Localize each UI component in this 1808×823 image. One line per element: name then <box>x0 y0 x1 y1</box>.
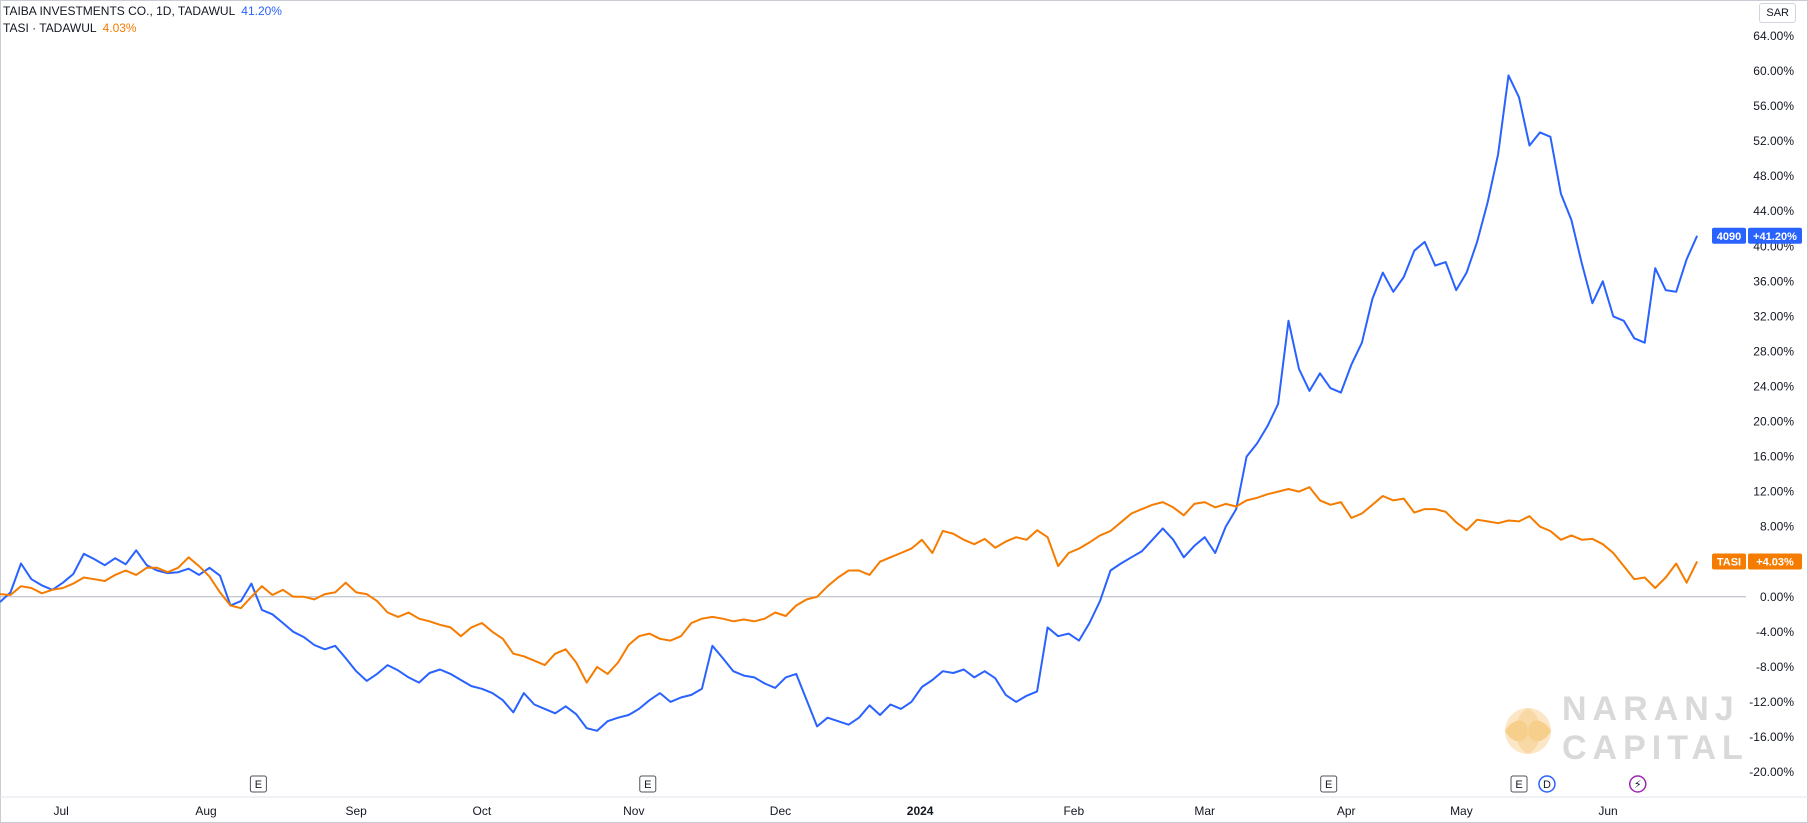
x-tick-label: Aug <box>195 804 216 818</box>
earnings-marker-icon[interactable]: E <box>1510 775 1528 793</box>
event-label: D <box>1543 779 1551 791</box>
y-tick-label: 60.00% <box>1753 64 1794 78</box>
y-tick-label: -8.00% <box>1756 660 1794 674</box>
earnings-marker-icon[interactable]: E <box>1320 775 1338 793</box>
legend-label-taiba: TAIBA INVESTMENTS CO., 1D, TADAWUL <box>3 4 236 18</box>
price-badges: 4090 +41.20% TASI +4.03% <box>1712 227 1802 570</box>
x-tick-label: Jul <box>53 804 68 818</box>
x-tick-label: 2024 <box>907 804 934 818</box>
event-label: E <box>1325 779 1332 791</box>
y-tick-label: 44.00% <box>1753 204 1794 218</box>
y-tick-label: 56.00% <box>1753 99 1794 113</box>
y-tick-label: 28.00% <box>1753 344 1794 358</box>
legend: TAIBA INVESTMENTS CO., 1D, TADAWUL 41.20%… <box>3 3 282 37</box>
y-tick-label: 8.00% <box>1760 520 1794 534</box>
legend-value-taiba: 41.20% <box>241 4 282 18</box>
event-label: E <box>255 779 262 791</box>
earnings-marker-icon[interactable]: E <box>249 775 267 793</box>
y-tick-label: 0.00% <box>1760 590 1794 604</box>
x-tick-label: Sep <box>346 804 368 818</box>
x-tick-label: Dec <box>770 804 791 818</box>
badge-tasi: TASI +4.03% <box>1712 553 1802 570</box>
badge-symbol: TASI <box>1717 556 1741 568</box>
x-tick-label: Mar <box>1194 804 1215 818</box>
y-tick-label: 20.00% <box>1753 415 1794 429</box>
split-marker-icon[interactable]: ⚡ <box>1628 775 1647 793</box>
watermark-logo-icon <box>1505 708 1551 754</box>
y-tick-label: 12.00% <box>1753 485 1794 499</box>
x-tick-label: Feb <box>1063 804 1084 818</box>
x-tick-label: Nov <box>623 804 644 818</box>
y-tick-label: 36.00% <box>1753 274 1794 288</box>
badge-symbol: 4090 <box>1717 231 1741 243</box>
y-tick-label: 16.00% <box>1753 450 1794 464</box>
y-tick-label: 48.00% <box>1753 169 1794 183</box>
watermark-line2: CAPITAL <box>1562 729 1749 767</box>
badge-value: +4.03% <box>1756 556 1794 568</box>
time-axis[interactable]: Jul Aug Sep Oct Nov Dec 2024 Feb Mar Apr May Jun <box>53 804 1617 818</box>
x-tick-label: Apr <box>1337 804 1356 818</box>
currency-button[interactable]: SAR <box>1759 3 1796 23</box>
event-label: E <box>644 779 651 791</box>
y-tick-label: -20.00% <box>1749 765 1794 779</box>
legend-row-taiba[interactable]: TAIBA INVESTMENTS CO., 1D, TADAWUL 41.20% <box>3 3 282 20</box>
series-line-tasi[interactable] <box>0 486 1698 684</box>
earnings-marker-icon[interactable]: E <box>639 775 657 793</box>
watermark-line1: NARANJ <box>1562 690 1740 728</box>
legend-label-tasi: TASI · TADAWUL <box>3 21 97 35</box>
series-line-taiba[interactable] <box>0 74 1699 732</box>
y-tick-label: 52.00% <box>1753 134 1794 148</box>
badge-value: +41.20% <box>1753 231 1797 243</box>
event-label: E <box>1515 779 1522 791</box>
price-axis[interactable]: 64.00%60.00%56.00%52.00%48.00%44.00%40.0… <box>1749 29 1794 779</box>
badge-taiba: 4090 +41.20% <box>1712 227 1802 244</box>
watermark: NARANJ CAPITAL <box>1505 690 1749 767</box>
y-tick-label: -16.00% <box>1749 730 1794 744</box>
y-tick-label: 24.00% <box>1753 379 1794 393</box>
x-tick-label: Jun <box>1598 804 1617 818</box>
legend-row-tasi[interactable]: TASI · TADAWUL 4.03% <box>3 20 282 37</box>
y-tick-label: -12.00% <box>1749 695 1794 709</box>
event-label: ⚡ <box>1634 779 1642 791</box>
y-tick-label: 64.00% <box>1753 29 1794 43</box>
x-tick-label: Oct <box>473 804 492 818</box>
series-layer <box>0 74 1699 732</box>
dividend-marker-icon[interactable]: D <box>1538 775 1556 793</box>
x-tick-label: May <box>1450 804 1473 818</box>
legend-value-tasi: 4.03% <box>102 21 137 35</box>
y-tick-label: -4.00% <box>1756 625 1794 639</box>
y-tick-label: 32.00% <box>1753 309 1794 323</box>
events-row: E E E E D ⚡ <box>249 775 1647 793</box>
